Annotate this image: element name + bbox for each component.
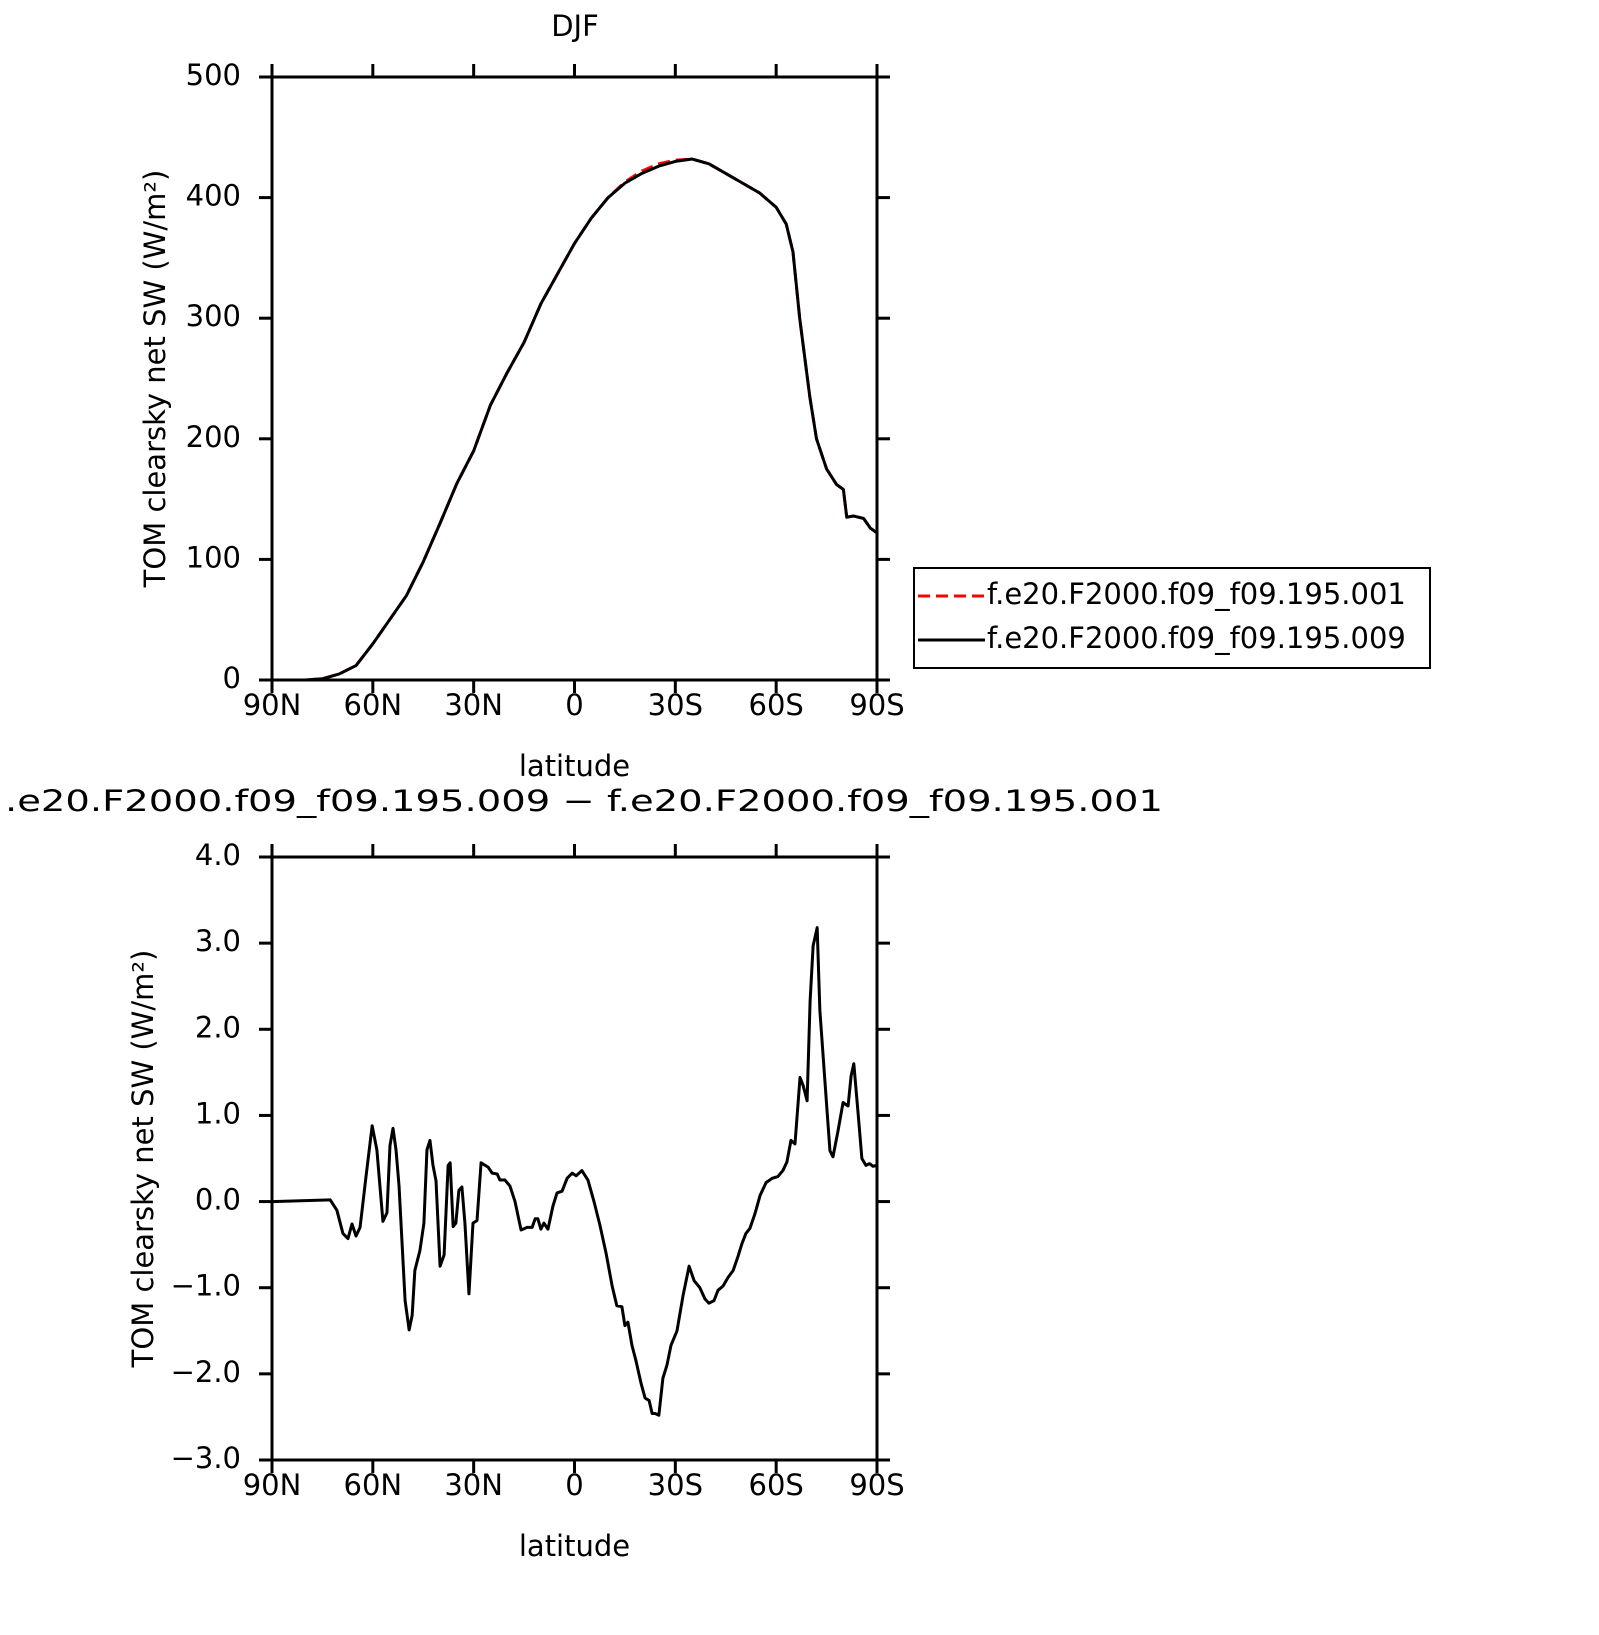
y-tick-label: −2.0 xyxy=(171,1355,241,1389)
x-tick-label: 60S xyxy=(749,688,804,722)
y-tick-label: 1.0 xyxy=(195,1096,241,1130)
x-tick-label: 60N xyxy=(344,688,403,722)
y-tick-label: −3.0 xyxy=(171,1441,241,1475)
legend-box xyxy=(913,567,1431,669)
chart-title: .e20.F2000.f09_f09.195.009 − f.e20.F2000… xyxy=(5,784,1163,818)
y-tick-label: 200 xyxy=(186,420,241,454)
y-tick-label: 500 xyxy=(186,58,241,92)
legend-label: f.e20.F2000.f09_f09.195.009 xyxy=(987,621,1406,655)
data-line xyxy=(305,157,878,682)
y-tick-label: 300 xyxy=(186,299,241,333)
x-tick-label: 90S xyxy=(849,688,904,722)
x-tick-label: 30S xyxy=(648,1468,703,1502)
y-tick-label: 400 xyxy=(186,179,241,213)
y-tick-label: 100 xyxy=(186,540,241,574)
x-tick-label: 90N xyxy=(243,1468,302,1502)
x-tick-label: 0 xyxy=(565,1468,583,1502)
x-tick-label: 30S xyxy=(648,688,703,722)
data-line xyxy=(305,157,878,682)
x-tick-label: 60S xyxy=(749,1468,804,1502)
legend-label: f.e20.F2000.f09_f09.195.001 xyxy=(987,577,1406,611)
chart-title: DJF xyxy=(551,9,599,43)
y-tick-label: 0 xyxy=(223,661,241,695)
y-tick-label: 2.0 xyxy=(195,1010,241,1044)
plot-frame xyxy=(270,75,879,682)
y-axis-label: TOM clearsky net SW (W/m²) xyxy=(138,170,172,589)
x-tick-label: 90S xyxy=(849,1468,904,1502)
y-tick-label: −1.0 xyxy=(171,1269,241,1303)
x-tick-label: 60N xyxy=(344,1468,403,1502)
x-tick-label: 30N xyxy=(444,1468,503,1502)
data-line xyxy=(271,926,878,1417)
x-axis-label: latitude xyxy=(519,749,630,783)
x-tick-label: 30N xyxy=(444,688,503,722)
y-tick-label: 3.0 xyxy=(195,924,241,958)
x-tick-label: 90N xyxy=(243,688,302,722)
y-axis-label: TOM clearsky net SW (W/m²) xyxy=(126,950,160,1369)
y-tick-label: 4.0 xyxy=(195,838,241,872)
x-axis-label: latitude xyxy=(519,1529,630,1563)
y-tick-label: 0.0 xyxy=(195,1183,241,1217)
x-tick-label: 0 xyxy=(565,688,583,722)
